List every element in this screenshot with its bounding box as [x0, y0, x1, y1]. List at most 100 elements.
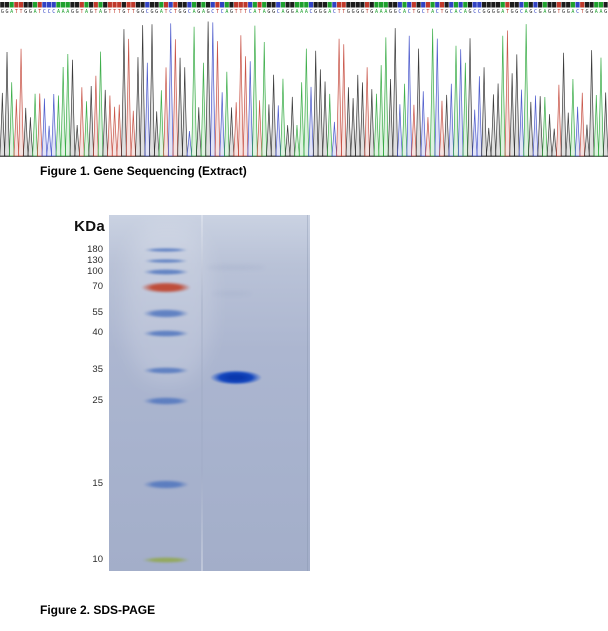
- quality-bar-block: [224, 2, 229, 8]
- base-letter: G: [24, 9, 27, 15]
- base-letter: T: [258, 9, 261, 15]
- quality-bar-block: [238, 2, 243, 8]
- base-letter: C: [211, 9, 214, 15]
- quality-bar-block: [430, 2, 435, 8]
- trace-peak: [556, 84, 562, 157]
- trace-peak: [195, 107, 202, 157]
- trace-peak: [289, 96, 296, 157]
- ladder-label: 10: [92, 554, 103, 565]
- quality-bar-block: [514, 2, 519, 8]
- base-letter: A: [305, 9, 308, 15]
- trace-peak: [130, 110, 137, 157]
- base-letter: C: [478, 9, 481, 15]
- quality-bar-block: [421, 2, 426, 8]
- quality-bar-block: [42, 2, 47, 8]
- quality-bar-block: [28, 2, 33, 8]
- trace-peak: [560, 52, 567, 157]
- lane-divider: [201, 215, 203, 571]
- trace-peak: [364, 67, 371, 157]
- trace-peak: [382, 37, 389, 157]
- trace-peak: [270, 74, 277, 157]
- quality-bar-block: [205, 2, 211, 8]
- quality-bar-block: [163, 2, 169, 8]
- quality-bar-block: [51, 2, 56, 8]
- base-letter: G: [324, 9, 327, 15]
- base-letter: G: [529, 9, 532, 15]
- trace-peak: [111, 106, 118, 157]
- marker-lane-band: [144, 258, 188, 264]
- trace-peak: [18, 48, 24, 157]
- quality-bar-block: [486, 2, 491, 8]
- quality-bar-block: [407, 2, 412, 8]
- quality-bar-block: [121, 2, 126, 8]
- ladder-label: 40: [92, 327, 103, 338]
- base-letter: C: [221, 9, 224, 15]
- quality-bar-block: [393, 2, 398, 8]
- quality-bar-block: [397, 2, 402, 8]
- quality-bar-block: [580, 2, 585, 8]
- base-letter: G: [539, 9, 542, 15]
- quality-bar-block: [477, 2, 482, 8]
- quality-bar-block: [285, 2, 290, 8]
- trace-peak: [32, 93, 38, 157]
- trace-peak: [354, 74, 361, 157]
- trace-peak: [233, 102, 240, 157]
- quality-bar-block: [14, 2, 19, 8]
- trace-peak: [256, 100, 263, 157]
- quality-bar-block: [84, 2, 89, 8]
- trace-peak: [565, 112, 572, 157]
- quality-bar-block: [234, 2, 239, 8]
- base-letter: T: [581, 9, 584, 15]
- quality-bar-block: [369, 2, 374, 8]
- quality-bar-block: [589, 2, 594, 8]
- ladder-label: 25: [92, 395, 103, 406]
- base-letter: G: [179, 9, 182, 15]
- trace-peak: [22, 107, 29, 157]
- trace-peak: [499, 35, 506, 157]
- trace-peak: [181, 67, 188, 157]
- quality-bar-block: [505, 2, 510, 8]
- base-letter: G: [122, 9, 125, 15]
- quality-bar-block: [220, 2, 225, 8]
- quality-bar-block: [416, 2, 421, 8]
- trace-peak: [97, 51, 104, 157]
- base-letter: A: [10, 9, 13, 15]
- quality-bar-block: [23, 2, 28, 8]
- quality-bar-block: [187, 2, 192, 8]
- trace-peak: [191, 26, 197, 157]
- trace-peak: [434, 38, 441, 157]
- trace-peak: [523, 24, 530, 157]
- quality-bar-block: [304, 2, 309, 8]
- trace-peak: [139, 25, 146, 157]
- trace-peak: [200, 62, 207, 157]
- base-letter: A: [225, 9, 228, 15]
- base-letter: G: [417, 9, 420, 15]
- trace-peak: [546, 114, 553, 157]
- base-letter: G: [492, 9, 495, 15]
- quality-bar-block: [491, 2, 496, 8]
- trace-peak: [135, 57, 141, 157]
- base-letter: G: [483, 9, 486, 15]
- base-letter: G: [104, 9, 107, 15]
- base-letter: G: [71, 9, 74, 15]
- quality-bar-block: [425, 2, 430, 8]
- base-letter: G: [286, 9, 289, 15]
- trace-peak: [8, 82, 15, 157]
- base-letter: G: [76, 9, 79, 15]
- trace-peak: [88, 85, 95, 157]
- trace-peak: [420, 91, 427, 157]
- quality-bar-block: [159, 2, 164, 8]
- quality-bar-block: [266, 2, 271, 8]
- base-letter: A: [599, 9, 602, 15]
- quality-bar-block: [229, 2, 234, 8]
- quality-bar-block: [107, 2, 112, 8]
- trace-peak: [228, 107, 235, 157]
- quality-bar-block: [262, 2, 267, 8]
- quality-bar-block: [449, 2, 454, 8]
- quality-bar-block: [402, 2, 407, 8]
- quality-bar-block: [570, 2, 575, 8]
- quality-bar-block: [70, 2, 75, 8]
- quality-bar-block: [533, 2, 538, 8]
- trace-peak: [294, 124, 300, 157]
- quality-bar-block: [168, 2, 173, 8]
